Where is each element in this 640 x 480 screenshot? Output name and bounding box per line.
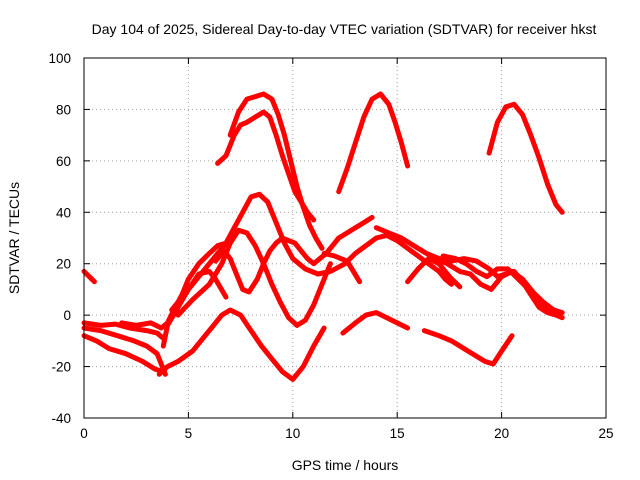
y-tick-label: -40 (51, 411, 71, 426)
y-tick-label: 60 (56, 154, 71, 169)
series-line-track-p (373, 225, 565, 321)
y-tick-label: 80 (56, 102, 71, 117)
series-line-track-f (156, 307, 327, 382)
series-line-track-j (213, 214, 375, 295)
y-tick-label: -20 (51, 360, 71, 375)
x-tick-label: 25 (598, 426, 613, 441)
x-axis-label: GPS time / hours (292, 457, 399, 473)
x-tick-label: 20 (494, 426, 509, 441)
y-tick-label: 20 (56, 257, 71, 272)
series-line-track-d (81, 333, 166, 375)
y-tick-label: 100 (48, 51, 71, 66)
y-axis-label: SDTVAR / TECUs (6, 182, 22, 294)
y-tick-label: 0 (63, 308, 71, 323)
series-line-track-b (81, 320, 166, 341)
x-tick-label: 10 (285, 426, 300, 441)
x-tick-label: 5 (185, 426, 193, 441)
series-line-track-q (405, 256, 463, 290)
x-tick-label: 0 (80, 426, 88, 441)
series-line-track-l (227, 91, 325, 251)
y-tick-label: 40 (56, 205, 71, 220)
axis-ticks: 0 5 10 15 20 25 -40 -20 0 20 40 60 80 100 (48, 51, 613, 441)
series-line-track-a (81, 268, 97, 285)
chart-title: Day 104 of 2025, Sidereal Day-to-day VTE… (92, 21, 597, 37)
plot-frame (83, 57, 607, 419)
series-line-track-t (440, 253, 563, 318)
series-line-track-o (340, 310, 411, 336)
series-line-track-c (81, 325, 168, 377)
series-line-track-n (336, 91, 411, 195)
series-line-track-r (421, 328, 515, 367)
data-series (81, 91, 565, 382)
series-line-track-h (169, 191, 454, 313)
x-tick-label: 15 (390, 426, 405, 441)
series-line-track-m (321, 250, 363, 285)
series-line-track-u (486, 101, 565, 215)
